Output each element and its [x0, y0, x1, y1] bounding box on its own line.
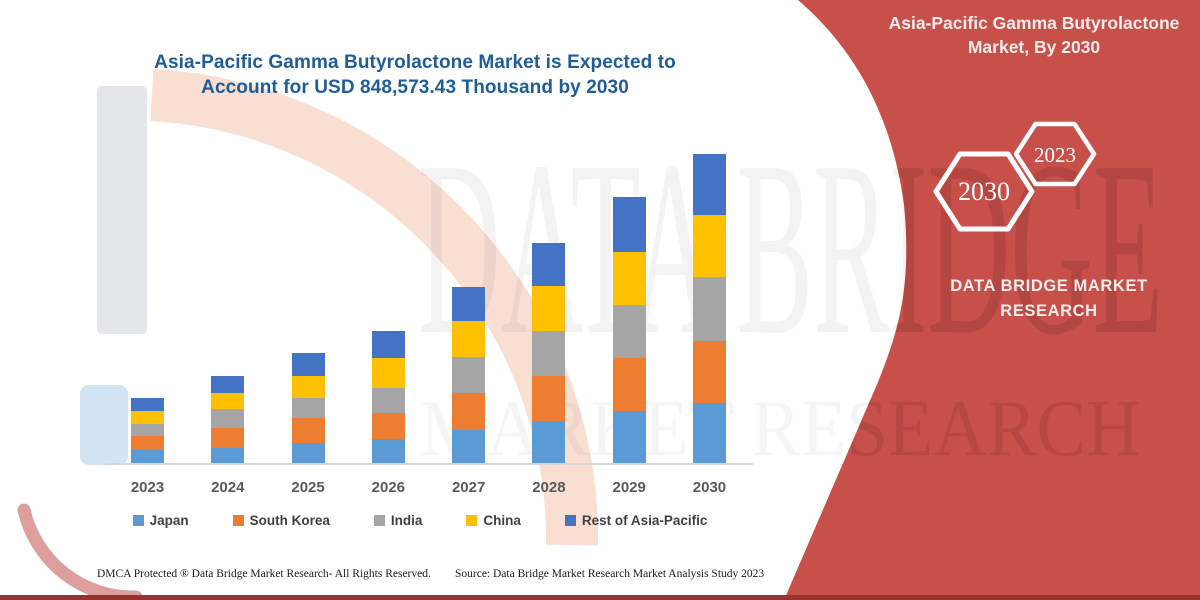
bar-segment-rest-of-asia-pacific-2030	[692, 154, 726, 216]
bar-segment-rest-of-asia-pacific-2027	[452, 287, 486, 322]
bar-segment-japan-2023	[131, 450, 164, 464]
bar-2030	[692, 154, 726, 464]
bar-segment-rest-of-asia-pacific-2024	[211, 375, 245, 394]
hexagon-2023-label: 2023	[1034, 143, 1076, 167]
bar-segment-china-2029	[612, 252, 646, 305]
hexagon-2023	[1013, 121, 1097, 187]
bar-segment-japan-2028	[532, 421, 566, 464]
bar-segment-rest-of-asia-pacific-2026	[371, 330, 405, 358]
x-axis-label-text: 2024	[211, 479, 245, 496]
bar-segment-japan-2027	[452, 429, 486, 464]
legend-item-japan: Japan	[132, 513, 189, 528]
bar-2029	[612, 197, 646, 464]
legend-item-rest-of-asia-pacific: Rest of Asia-Pacific	[564, 513, 708, 528]
bar-segment-japan-2029	[612, 411, 646, 464]
bar-segment-india-2029	[612, 304, 646, 359]
legend-swatch-india	[373, 515, 385, 526]
bar-segment-china-2025	[291, 376, 325, 399]
x-axis-label-2027: 2027	[452, 479, 485, 497]
chart-title: Asia-Pacific Gamma Butyrolactone Market …	[154, 52, 676, 99]
bar-segment-japan-2024	[211, 448, 245, 464]
legend-swatch-china	[466, 515, 478, 526]
footer-dmca-text: DMCA Protected ® Data Bridge Market Rese…	[97, 568, 431, 580]
x-axis-label-text: 2029	[612, 479, 646, 496]
bar-segment-india-2023	[131, 424, 164, 437]
bar-segment-south-korea-2027	[452, 393, 486, 430]
hexagon-2030	[933, 151, 1035, 232]
bar-segment-china-2024	[211, 393, 245, 410]
legend-swatch-rest-of-asia-pacific	[564, 515, 576, 526]
bar-segment-india-2025	[291, 398, 325, 418]
x-axis-label-2025: 2025	[291, 479, 325, 497]
bar-segment-japan-2026	[371, 439, 405, 464]
bar-segment-japan-2025	[291, 442, 325, 464]
bar-2027	[452, 287, 486, 464]
legend-item-south-korea: South Korea	[232, 513, 330, 528]
bottom-accent-strip	[0, 595, 1200, 600]
bar-chart	[131, 150, 726, 464]
bar-segment-china-2028	[532, 285, 566, 332]
x-axis-line	[105, 463, 753, 465]
bar-segment-south-korea-2025	[291, 417, 325, 443]
x-axis-label-text: 2027	[451, 479, 486, 496]
legend-item-india: India	[373, 513, 423, 528]
footer-source-text: Source: Data Bridge Market Research Mark…	[455, 568, 765, 580]
bar-segment-india-2030	[692, 277, 726, 342]
legend-swatch-south-korea	[232, 515, 244, 526]
bar-segment-south-korea-2023	[131, 436, 164, 451]
bar-segment-india-2028	[532, 331, 566, 377]
bar-segment-rest-of-asia-pacific-2023	[131, 398, 164, 412]
bar-segment-south-korea-2024	[211, 428, 245, 448]
bar-segment-south-korea-2028	[532, 376, 566, 422]
bar-segment-japan-2030	[692, 403, 726, 464]
bar-segment-rest-of-asia-pacific-2028	[532, 242, 566, 286]
bar-segment-south-korea-2030	[692, 341, 726, 403]
bar-segment-india-2027	[452, 357, 486, 393]
x-axis-label-2026: 2026	[372, 479, 405, 497]
legend-label-india: India	[390, 513, 423, 528]
x-axis-label-2028: 2028	[532, 479, 565, 497]
brand-name: DATA BRIDGE MARKET RESEARCH	[950, 277, 1148, 320]
bar-2024	[211, 375, 245, 464]
x-axis-labels: 2023 2024 2025 2026 2027 2028 2029 2030	[131, 479, 726, 497]
legend-label-south-korea: South Korea	[249, 513, 330, 528]
bar-segment-india-2026	[371, 387, 405, 413]
bar-2023	[131, 398, 164, 464]
bar-2025	[291, 352, 325, 464]
legend-label-china: China	[483, 513, 521, 528]
legend-item-china: China	[466, 513, 521, 528]
panel-title: Asia-Pacific Gamma Butyrolactone Market,…	[888, 13, 1180, 57]
hexagon-badges: 2030 2023	[933, 121, 1097, 232]
red-panel-shape	[784, 0, 1200, 600]
bar-segment-india-2024	[211, 409, 245, 429]
x-axis-label-text: 2028	[532, 479, 566, 496]
x-axis-label-text: 2026	[371, 479, 406, 496]
bar-segment-rest-of-asia-pacific-2029	[612, 197, 646, 253]
bar-2028	[532, 242, 566, 464]
x-axis-label-2030: 2030	[693, 479, 726, 497]
x-axis-label-text: 2030	[692, 479, 727, 496]
x-axis-label-2023: 2023	[131, 479, 164, 497]
bar-segment-china-2030	[692, 215, 726, 278]
bar-segment-china-2027	[452, 321, 486, 358]
legend-swatch-japan	[132, 515, 144, 526]
bar-segment-rest-of-asia-pacific-2025	[291, 352, 325, 377]
legend-label-japan: Japan	[149, 513, 189, 528]
chart-legend: Japan South Korea India China Rest of Asia-P…	[90, 513, 750, 528]
logo-bar-shape	[97, 86, 147, 334]
legend-label-rest-of-asia-pacific: Rest of Asia-Pacific	[581, 513, 708, 528]
logo-blue-shape	[80, 385, 128, 465]
bar-segment-south-korea-2026	[371, 412, 405, 440]
bar-segment-china-2023	[131, 411, 164, 425]
x-axis-label-2024: 2024	[211, 479, 244, 497]
x-axis-label-text: 2025	[291, 479, 325, 496]
bar-segment-south-korea-2029	[612, 358, 646, 412]
bar-2026	[371, 330, 405, 464]
x-axis-label-text: 2023	[130, 479, 165, 496]
x-axis-label-2029: 2029	[613, 479, 646, 497]
hexagon-2030-label: 2030	[958, 177, 1010, 206]
bar-segment-china-2026	[371, 357, 405, 388]
